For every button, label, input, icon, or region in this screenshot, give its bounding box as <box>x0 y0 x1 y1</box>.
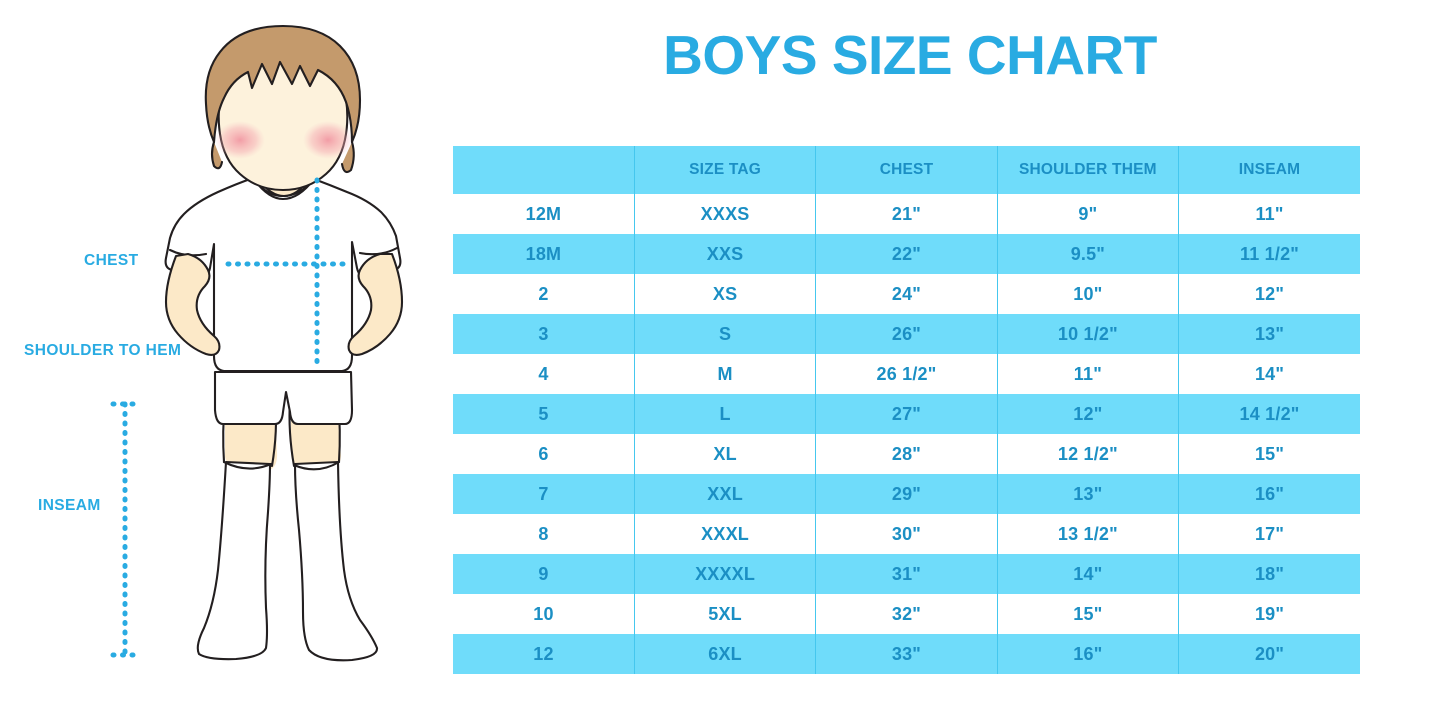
table-cell: 32" <box>815 594 998 634</box>
table-cell: 12" <box>1178 274 1360 314</box>
page-title: BOYS SIZE CHART <box>663 24 1157 86</box>
shoulder-to-hem-measurement-label: SHOULDER TO HEM <box>24 342 182 359</box>
table-header: SIZE TAG CHEST SHOULDER THEM INSEAM <box>453 146 1360 194</box>
size-chart-table-container: SIZE TAG CHEST SHOULDER THEM INSEAM 12M XXXS… <box>453 146 1360 674</box>
table-cell: 21" <box>815 194 998 234</box>
table-row: 8 XXXL 30" 13 1/2" 17" <box>453 514 1360 554</box>
table-cell-size: 10 <box>453 594 635 634</box>
table-cell: 20" <box>1178 634 1360 674</box>
table-cell: 26" <box>815 314 998 354</box>
table-cell: 11 1/2" <box>1178 234 1360 274</box>
table-cell: 13" <box>1178 314 1360 354</box>
table-row: 9 XXXXL 31" 14" 18" <box>453 554 1360 594</box>
table-column-header-chest: CHEST <box>815 146 998 194</box>
table-cell: M <box>633 354 816 394</box>
table-cell: 9.5" <box>996 234 1179 274</box>
table-column-header-inseam: INSEAM <box>1178 146 1360 194</box>
table-cell: 6XL <box>633 634 816 674</box>
table-cell: 29" <box>815 474 998 514</box>
table-header-row: SIZE TAG CHEST SHOULDER THEM INSEAM <box>453 146 1360 194</box>
size-chart-table: SIZE TAG CHEST SHOULDER THEM INSEAM 12M XXXS… <box>453 146 1360 674</box>
table-row: 18M XXS 22" 9.5" 11 1/2" <box>453 234 1360 274</box>
table-column-header-size-tag: SIZE TAG <box>633 146 816 194</box>
table-cell: 24" <box>815 274 998 314</box>
table-cell: 13" <box>996 474 1179 514</box>
table-cell-size: 12 <box>453 634 635 674</box>
table-cell: XL <box>633 434 816 474</box>
table-cell: 9" <box>996 194 1179 234</box>
table-cell: 11" <box>1178 194 1360 234</box>
table-cell-size: 3 <box>453 314 635 354</box>
table-cell: 27" <box>815 394 998 434</box>
table-row: 5 L 27" 12" 14 1/2" <box>453 394 1360 434</box>
chest-measurement-label: CHEST <box>84 252 139 269</box>
table-cell: XXXS <box>633 194 816 234</box>
table-cell: 10" <box>996 274 1179 314</box>
table-cell-size: 6 <box>453 434 635 474</box>
table-row: 7 XXL 29" 13" 16" <box>453 474 1360 514</box>
table-cell: 16" <box>996 634 1179 674</box>
table-cell: 5XL <box>633 594 816 634</box>
table-cell: 22" <box>815 234 998 274</box>
table-cell: 26 1/2" <box>815 354 998 394</box>
table-cell: 10 1/2" <box>996 314 1179 354</box>
table-cell: 30" <box>815 514 998 554</box>
boy-figure-illustration <box>110 24 404 662</box>
table-row: 10 5XL 32" 15" 19" <box>453 594 1360 634</box>
table-cell-size: 7 <box>453 474 635 514</box>
table-cell: 14" <box>1178 354 1360 394</box>
table-row: 4 M 26 1/2" 11" 14" <box>453 354 1360 394</box>
table-cell: 33" <box>815 634 998 674</box>
table-cell: 14" <box>996 554 1179 594</box>
table-cell: XXL <box>633 474 816 514</box>
measurement-guides <box>110 177 350 658</box>
table-cell-size: 12M <box>453 194 635 234</box>
inseam-measurement-label: INSEAM <box>38 497 101 514</box>
table-cell: 15" <box>1178 434 1360 474</box>
table-cell: 19" <box>1178 594 1360 634</box>
boy-illustration-panel: CHEST SHOULDER TO HEM INSEAM <box>0 0 455 723</box>
table-cell-size: 9 <box>453 554 635 594</box>
table-cell: XXXXL <box>633 554 816 594</box>
table-cell: 13 1/2" <box>996 514 1179 554</box>
table-row: 6 XL 28" 12 1/2" 15" <box>453 434 1360 474</box>
table-row: 12M XXXS 21" 9" 11" <box>453 194 1360 234</box>
table-column-header-size <box>453 146 635 194</box>
table-cell: 15" <box>996 594 1179 634</box>
table-cell-size: 18M <box>453 234 635 274</box>
table-cell: L <box>633 394 816 434</box>
table-cell: 14 1/2" <box>1178 394 1360 434</box>
table-column-header-shoulder-them: SHOULDER THEM <box>996 146 1179 194</box>
table-cell-size: 8 <box>453 514 635 554</box>
table-cell: XS <box>633 274 816 314</box>
table-row: 12 6XL 33" 16" 20" <box>453 634 1360 674</box>
table-body: 12M XXXS 21" 9" 11" 18M XXS 22" 9.5" 11 1/2" 2 XS 24… <box>453 194 1360 674</box>
table-cell-size: 4 <box>453 354 635 394</box>
table-cell: XXXL <box>633 514 816 554</box>
table-cell: 12 1/2" <box>996 434 1179 474</box>
table-cell-size: 2 <box>453 274 635 314</box>
table-cell: 28" <box>815 434 998 474</box>
table-cell-size: 5 <box>453 394 635 434</box>
table-cell: 16" <box>1178 474 1360 514</box>
table-row: 2 XS 24" 10" 12" <box>453 274 1360 314</box>
table-cell: S <box>633 314 816 354</box>
table-cell: 11" <box>996 354 1179 394</box>
table-cell: 31" <box>815 554 998 594</box>
table-cell: 17" <box>1178 514 1360 554</box>
table-cell: 12" <box>996 394 1179 434</box>
table-cell: XXS <box>633 234 816 274</box>
table-cell: 18" <box>1178 554 1360 594</box>
table-row: 3 S 26" 10 1/2" 13" <box>453 314 1360 354</box>
